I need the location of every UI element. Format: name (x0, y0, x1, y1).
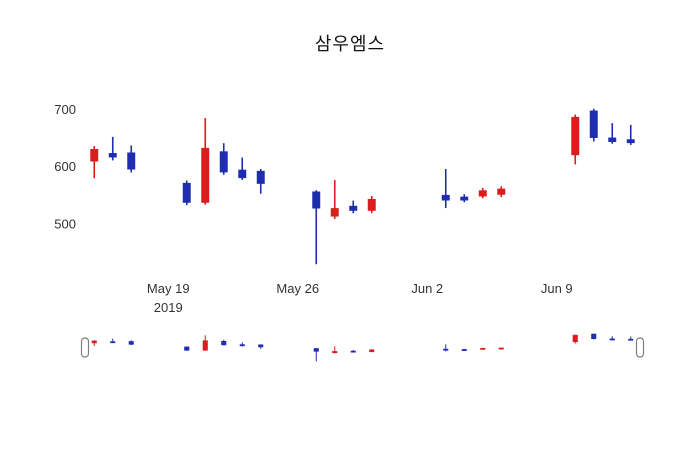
rangeslider-handle-right[interactable] (635, 337, 645, 358)
candle (498, 347, 504, 350)
candle (572, 334, 578, 344)
candle (201, 117, 210, 205)
candle (461, 348, 467, 351)
rangeslider-track[interactable] (85, 329, 640, 366)
candle (221, 339, 227, 346)
x-tick-label: May 19 (147, 281, 190, 296)
chart-title: 삼우엠스 (314, 34, 386, 54)
candle (258, 344, 264, 349)
candle (202, 335, 208, 351)
candle (108, 136, 117, 161)
candle (589, 108, 598, 142)
x-tick-year-label: 2019 (154, 300, 183, 315)
candle (443, 344, 449, 352)
candle (480, 347, 486, 350)
candle (239, 342, 245, 347)
candle (127, 145, 136, 173)
x-tick-label: May 26 (276, 281, 319, 296)
candle (626, 124, 635, 145)
candle (90, 146, 99, 179)
y-tick-label: 600 (54, 159, 76, 174)
main-series (90, 108, 635, 265)
candle (350, 350, 356, 353)
candle (312, 190, 321, 265)
candle (591, 333, 597, 340)
candle (608, 123, 617, 144)
candle (238, 157, 247, 180)
candle (571, 114, 580, 165)
candle (182, 180, 191, 206)
candle (441, 169, 450, 209)
candle (609, 336, 615, 341)
x-tick-label: Jun 9 (541, 281, 573, 296)
y-tick-label: 700 (54, 102, 76, 117)
candle (367, 195, 376, 214)
rangeslider-series (91, 333, 634, 362)
candle (91, 340, 97, 347)
candle (369, 349, 375, 353)
candle (460, 194, 469, 203)
candle (332, 346, 338, 354)
candle (497, 186, 506, 198)
candle (256, 169, 265, 194)
candle (219, 143, 228, 175)
candle (478, 187, 487, 199)
candle (128, 340, 134, 345)
x-tick-label: Jun 2 (411, 281, 443, 296)
candle (313, 348, 319, 362)
candle (349, 200, 358, 214)
plot-area[interactable] (85, 83, 640, 270)
candle (330, 179, 339, 219)
rangeslider-handle-left[interactable] (80, 337, 90, 358)
candle (110, 338, 116, 344)
y-tick-label: 500 (54, 217, 76, 232)
candle (628, 336, 634, 341)
candle (184, 346, 190, 351)
